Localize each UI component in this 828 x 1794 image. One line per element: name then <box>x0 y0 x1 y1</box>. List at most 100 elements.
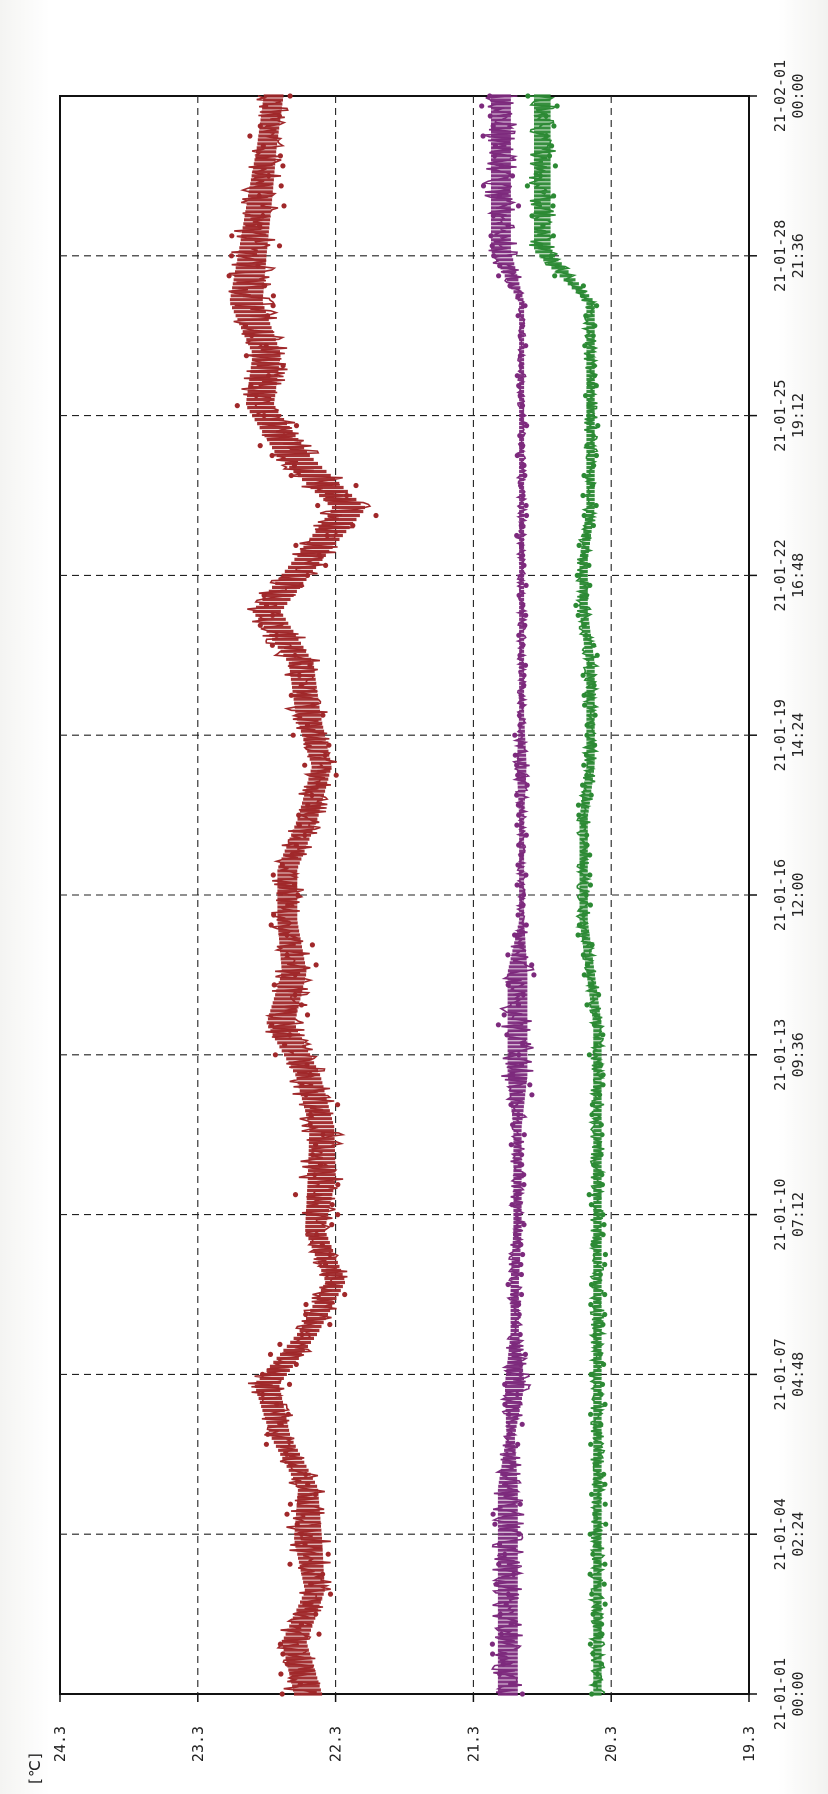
series-point <box>515 802 522 808</box>
series-point <box>287 1032 293 1038</box>
series-point <box>588 1371 594 1377</box>
series-point <box>278 1671 284 1677</box>
series-point <box>517 1501 523 1507</box>
series-point <box>523 922 529 928</box>
series-point <box>279 862 285 868</box>
series-point <box>537 243 544 249</box>
series-point <box>543 113 549 119</box>
series-point <box>295 892 301 898</box>
series-point <box>255 263 261 269</box>
series-point <box>592 1511 598 1517</box>
series-point <box>518 482 524 489</box>
series-point <box>305 1481 311 1487</box>
series-point <box>271 912 277 918</box>
series-point <box>256 193 262 199</box>
series-point <box>519 1152 525 1158</box>
series-point <box>586 562 592 569</box>
series-point <box>519 413 525 419</box>
series-point <box>502 1551 508 1557</box>
series-point <box>329 1222 335 1228</box>
series-1 <box>479 93 537 1697</box>
series-point <box>514 532 520 539</box>
series-point <box>595 1541 601 1547</box>
series-point <box>520 443 526 449</box>
series-point <box>583 752 590 758</box>
series-point <box>521 682 527 688</box>
series-point <box>550 203 556 209</box>
grid-layer <box>60 96 749 1694</box>
series-point <box>590 333 596 339</box>
series-point <box>515 912 521 918</box>
series-point <box>257 223 263 229</box>
series-point <box>552 273 558 279</box>
series-point <box>592 742 598 748</box>
series-point <box>274 632 280 638</box>
series-point <box>592 323 598 329</box>
series-point <box>520 902 526 908</box>
series-point <box>590 482 596 489</box>
series-point <box>257 443 263 449</box>
series-point <box>323 562 329 569</box>
series-point <box>270 612 276 618</box>
series-point <box>329 1202 335 1208</box>
series-point <box>287 1561 293 1567</box>
series-point <box>327 1591 334 1597</box>
series-point <box>521 1172 527 1178</box>
series-point <box>518 742 524 748</box>
series-point <box>284 952 290 958</box>
series-point <box>304 722 311 728</box>
series-point <box>344 492 350 499</box>
temp-tick-label: 19.3 <box>740 1726 758 1762</box>
series-point <box>327 1251 333 1258</box>
series-point <box>519 702 525 708</box>
series-point <box>510 1571 517 1577</box>
series-point <box>228 253 235 259</box>
time-tick-time: 16:48 <box>789 553 807 598</box>
series-point <box>505 223 511 229</box>
series-point <box>234 403 240 409</box>
series-point <box>516 1052 522 1058</box>
series-point <box>269 1022 275 1028</box>
series-point <box>353 482 359 489</box>
time-tick-date: 21-01-07 <box>771 1338 789 1410</box>
series-point <box>523 612 529 618</box>
temp-tick-label: 22.3 <box>327 1726 345 1762</box>
series-point <box>600 1082 606 1088</box>
series-point <box>313 1142 319 1148</box>
series-point <box>576 812 582 818</box>
series-point <box>514 1391 520 1397</box>
series-point <box>594 1461 600 1467</box>
series-point <box>602 1501 608 1507</box>
time-tick-time: 00:00 <box>789 1671 807 1716</box>
series-point <box>596 1451 602 1457</box>
series-point <box>515 313 521 319</box>
series-point <box>602 1261 608 1268</box>
series-point <box>276 243 283 249</box>
series-point <box>599 1132 605 1138</box>
series-point <box>290 732 296 738</box>
series-point <box>280 363 286 369</box>
time-tick-time: 07:12 <box>789 1192 807 1237</box>
series-point <box>520 1251 526 1258</box>
series-point <box>580 912 587 918</box>
series-point <box>286 1381 293 1387</box>
series-point <box>257 622 263 628</box>
series-point <box>309 792 315 798</box>
series-point <box>521 462 527 469</box>
series-point <box>259 1371 266 1377</box>
series-point <box>298 1621 304 1627</box>
series-point <box>529 962 535 968</box>
time-tick-date: 21-01-04 <box>771 1498 789 1570</box>
series-point <box>602 1311 608 1318</box>
series-point <box>524 423 530 429</box>
series-point <box>282 1042 288 1048</box>
series-point <box>595 423 601 429</box>
series-point <box>600 1321 606 1328</box>
series-point <box>302 762 308 768</box>
series-point <box>316 1631 322 1637</box>
series-point <box>588 1441 594 1447</box>
series-point <box>229 233 235 239</box>
series-point <box>270 293 276 299</box>
series-point <box>523 512 530 519</box>
series-point <box>583 313 589 319</box>
